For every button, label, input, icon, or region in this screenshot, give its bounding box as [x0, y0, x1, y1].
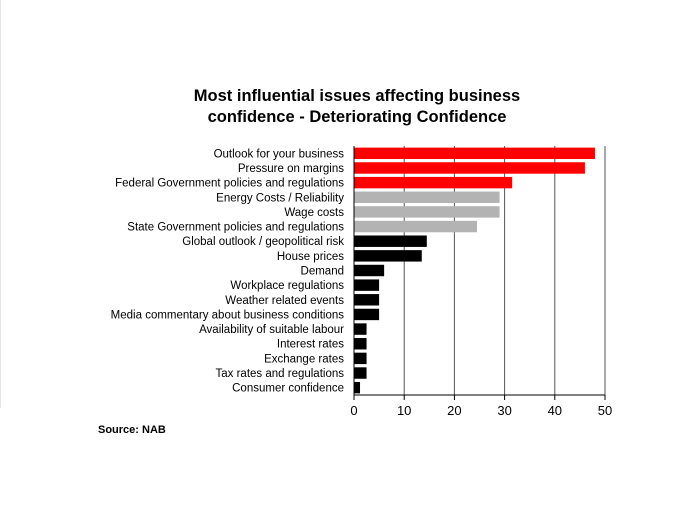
category-label-9: Demand — [301, 266, 344, 278]
category-label-8: House prices — [277, 251, 344, 263]
x-tick-label-0: 0 — [350, 403, 357, 418]
x-tick-label-10: 10 — [397, 403, 411, 418]
x-tick-label-50: 50 — [598, 403, 612, 418]
category-label-13: Availability of suitable labour — [199, 324, 344, 336]
bar-11 — [354, 294, 380, 306]
x-tick-label-40: 40 — [548, 403, 562, 418]
bar-9 — [354, 264, 385, 277]
category-label-14: Interest rates — [277, 339, 344, 351]
bar-17 — [354, 381, 361, 394]
category-labels: Outlook for your business Pressure on mar… — [111, 148, 345, 394]
bar-15 — [354, 352, 367, 365]
category-label-4: Energy Costs / Reliability — [216, 192, 344, 204]
category-label-10: Workplace regulations — [230, 280, 344, 292]
bar-5 — [354, 206, 500, 218]
bar-13 — [354, 323, 367, 335]
category-label-12: Media commentary about business conditio… — [111, 309, 345, 321]
x-tick-label-30: 30 — [497, 403, 511, 418]
category-label-15: Exchange rates — [264, 353, 344, 365]
category-label-3: Federal Government policies and regulati… — [115, 178, 344, 190]
bar-10 — [354, 279, 380, 291]
chart-title-line-1: Most influential issues affecting busine… — [193, 87, 521, 105]
bar-1 — [354, 147, 595, 160]
category-label-16: Tax rates and regulations — [216, 368, 345, 380]
left-border-line — [0, 0, 1, 408]
category-label-7: Global outlook / geopolitical risk — [182, 236, 344, 248]
bar-6 — [354, 220, 477, 233]
bar-2 — [354, 162, 585, 174]
x-tick-labels: 0 10 20 30 40 50 — [350, 403, 612, 418]
chart-title-line-2: confidence - Deteriorating Confidence — [207, 108, 507, 126]
source-note: Source: NAB — [98, 424, 166, 436]
category-label-6: State Government policies and regulation… — [127, 222, 344, 234]
bars — [354, 147, 595, 394]
bar-8 — [354, 250, 422, 262]
category-label-2: Pressure on margins — [238, 163, 344, 175]
bar-16 — [354, 367, 367, 379]
chart-title: Most influential issues affecting busine… — [150, 86, 564, 128]
bar-3 — [354, 176, 513, 189]
bar-12 — [354, 308, 380, 321]
category-label-5: Wage costs — [284, 207, 344, 219]
category-label-11: Weather related events — [225, 295, 344, 307]
bar-4 — [354, 191, 500, 203]
category-label-1: Outlook for your business — [214, 148, 345, 160]
category-label-17: Consumer confidence — [232, 383, 344, 395]
bar-14 — [354, 338, 367, 350]
x-tick-label-20: 20 — [447, 403, 461, 418]
axes — [353, 146, 606, 400]
bar-7 — [354, 235, 427, 247]
